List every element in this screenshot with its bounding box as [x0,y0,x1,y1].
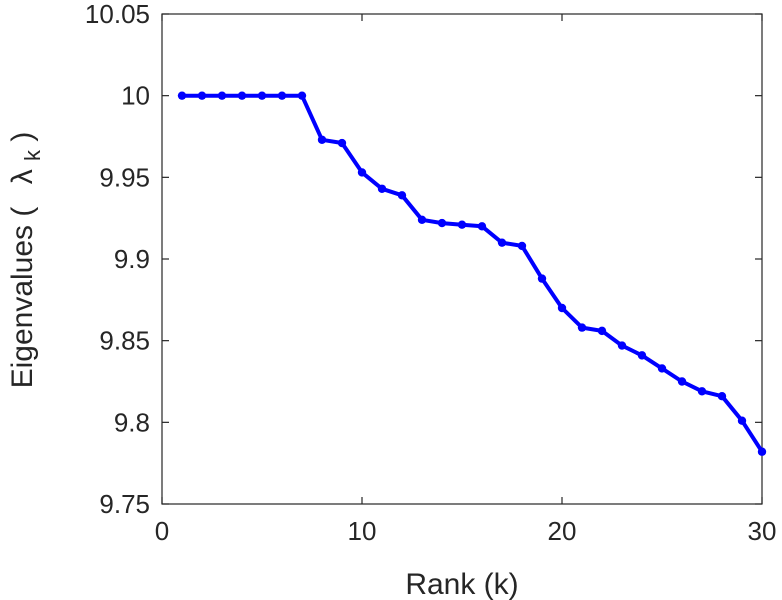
x-axis: 0 10 20 30 [155,14,777,546]
data-point [217,91,227,100]
data-point [517,241,527,251]
data-point [717,392,727,401]
data-point [757,447,767,456]
y-axis-label-subscript: k [20,149,45,161]
data-point [457,220,467,229]
data-point [417,215,427,224]
data-point [277,91,287,100]
x-tick-label: 20 [548,516,577,546]
data-point [357,168,367,177]
y-axis-label-suffix: ) [6,132,39,142]
series-line [180,93,764,454]
data-point [737,416,747,425]
data-point [317,135,327,144]
y-tick-label: 9.75 [99,489,150,519]
y-tick-label: 9.8 [114,407,150,437]
data-point [197,91,207,100]
data-point [337,138,347,148]
plot-area [161,13,763,505]
data-point [177,91,187,100]
data-point [497,238,507,247]
x-tick-label: 0 [155,516,169,546]
data-point [477,222,487,231]
data-point [677,377,687,386]
data-point [397,191,407,200]
x-tick-label: 10 [348,516,377,546]
data-point [377,184,387,193]
y-tick-label: 10.05 [85,0,150,29]
data-point [637,351,647,360]
y-axis-label-prefix: Eigenvalues ( [6,207,39,389]
data-point [437,218,447,228]
data-point [257,91,267,100]
data-point [297,91,307,100]
y-axis: 9.75 9.8 9.85 9.9 9.95 10 10.05 [85,0,762,519]
svg-text:Eigenvalues ( λ k: Eigenvalues ( λ k ) [6,132,47,389]
plot-box [161,13,763,505]
data-point [697,387,707,396]
data-point [537,274,547,283]
data-point [657,364,667,373]
data-point [617,341,627,350]
series-layer [177,91,767,456]
y-tick-label: 10 [121,81,150,111]
x-axis-label: Rank (k) [405,568,518,600]
y-tick-label: 9.95 [99,162,150,192]
y-tick-label: 9.9 [114,244,150,274]
data-point [597,326,607,336]
y-axis-label: Eigenvalues ( λ k ) [6,132,47,389]
data-point [577,323,587,332]
data-point [237,91,247,100]
y-axis-label-symbol: λ [6,169,39,184]
x-tick-label: 30 [748,516,777,546]
data-point [557,303,567,313]
y-tick-label: 9.85 [99,326,150,356]
